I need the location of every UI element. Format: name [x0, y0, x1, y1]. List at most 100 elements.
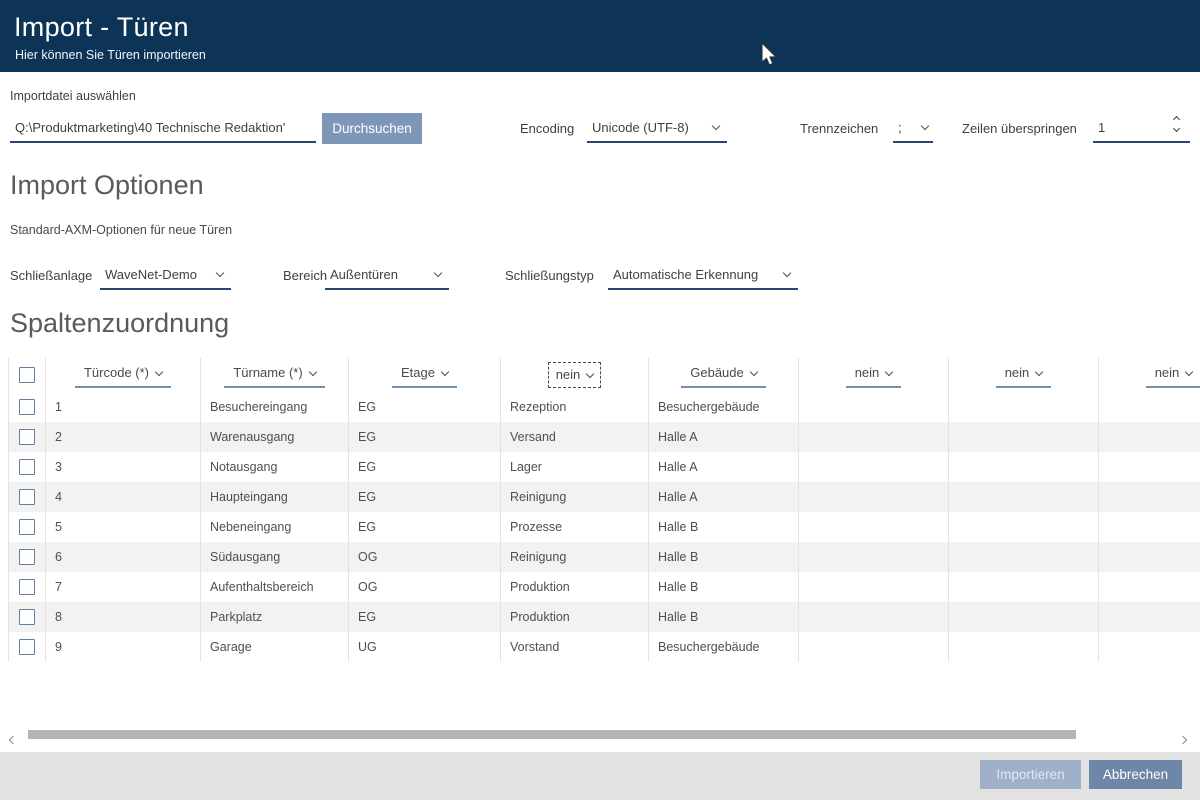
table-cell: 2 — [46, 422, 201, 452]
table-row: 4 Haupteingang EG Reinigung Halle A — [9, 482, 1200, 512]
row-checkbox[interactable] — [19, 399, 35, 415]
skip-lines-value: 1 — [1098, 119, 1106, 135]
encoding-value: Unicode (UTF-8) — [592, 119, 689, 135]
table-cell: 6 — [46, 542, 201, 572]
table-cell — [799, 482, 949, 512]
table-row: 5 Nebeneingang EG Prozesse Halle B — [9, 512, 1200, 542]
table-cell — [799, 512, 949, 542]
table-cell: Besuchereingang — [201, 392, 349, 422]
column-header-dropdown[interactable]: nein — [845, 362, 902, 388]
table-cell — [949, 422, 1099, 452]
table-cell — [1099, 602, 1200, 632]
table-cell — [949, 452, 1099, 482]
table-row: 1 Besuchereingang EG Rezeption Besuchergebäu… — [9, 392, 1200, 422]
spinner-down-icon[interactable] — [1172, 124, 1181, 133]
table-header-cell: nein — [799, 358, 949, 392]
table-cell: Notausgang — [201, 452, 349, 482]
table-cell — [1099, 422, 1200, 452]
import-button[interactable]: Importieren — [980, 760, 1081, 789]
table-cell: OG — [349, 572, 501, 602]
column-header-dropdown[interactable]: nein — [995, 362, 1052, 388]
table-cell: EG — [349, 452, 501, 482]
table-cell — [799, 452, 949, 482]
table-cell: 4 — [46, 482, 201, 512]
column-header-dropdown[interactable]: Gebäude — [681, 362, 766, 388]
table-header-cell: nein — [1099, 358, 1200, 392]
footer-bar: Importieren Abbrechen — [0, 752, 1200, 800]
table-cell — [949, 602, 1099, 632]
table-cell: 7 — [46, 572, 201, 602]
column-header-dropdown[interactable]: nein — [547, 362, 602, 388]
table-cell: Reinigung — [501, 542, 649, 572]
scroll-right-icon[interactable] — [1178, 730, 1190, 745]
table-row: 8 Parkplatz EG Produktion Halle B — [9, 602, 1200, 632]
select-all-checkbox[interactable] — [19, 367, 35, 383]
column-header-label: nein — [555, 367, 581, 382]
table-cell: 1 — [46, 392, 201, 422]
table-cell — [1099, 632, 1200, 662]
table-cell: Versand — [501, 422, 649, 452]
chevron-down-icon — [433, 268, 443, 278]
table-cell — [799, 602, 949, 632]
separator-value: ; — [898, 119, 902, 135]
row-checkbox[interactable] — [19, 459, 35, 475]
area-value: Außentüren — [330, 266, 398, 282]
chevron-down-icon — [782, 268, 792, 278]
table-cell: Produktion — [501, 602, 649, 632]
row-checkbox[interactable] — [19, 639, 35, 655]
table-cell: 8 — [46, 602, 201, 632]
column-header-dropdown[interactable]: Türcode (*) — [74, 362, 172, 388]
cancel-button-label: Abbrechen — [1102, 767, 1169, 782]
spinner-up-icon[interactable] — [1172, 115, 1181, 124]
table-cell: EG — [349, 422, 501, 452]
table-cell: Haupteingang — [201, 482, 349, 512]
skip-lines-input[interactable]: 1 — [1093, 113, 1190, 143]
table-cell: Produktion — [501, 572, 649, 602]
column-header-dropdown[interactable]: Türname (*) — [224, 362, 325, 388]
row-checkbox[interactable] — [19, 609, 35, 625]
lock-type-dropdown[interactable]: Automatische Erkennung — [608, 260, 798, 290]
column-header-label: Etage — [401, 365, 435, 380]
area-dropdown[interactable]: Außentüren — [325, 260, 449, 290]
chevron-down-icon — [215, 268, 225, 278]
row-checkbox[interactable] — [19, 579, 35, 595]
row-checkbox[interactable] — [19, 429, 35, 445]
horizontal-scrollbar[interactable] — [8, 727, 1192, 745]
table-row: 3 Notausgang EG Lager Halle A — [9, 452, 1200, 482]
scrollbar-thumb[interactable] — [28, 730, 1076, 739]
browse-button[interactable]: Durchsuchen — [322, 113, 422, 144]
file-path-input[interactable]: Q:\Produktmarketing\40 Technische Redakt… — [10, 113, 316, 143]
table-header-cell: Gebäude — [649, 358, 799, 392]
row-checkbox[interactable] — [19, 519, 35, 535]
lock-type-value: Automatische Erkennung — [613, 266, 759, 282]
table-cell — [799, 542, 949, 572]
table-header-cell: Etage — [349, 358, 501, 392]
encoding-label: Encoding — [520, 120, 575, 136]
table-cell: Lager — [501, 452, 649, 482]
table-cell: Halle A — [649, 452, 799, 482]
separator-dropdown[interactable]: ; — [893, 113, 933, 143]
import-file-label: Importdatei auswählen — [10, 89, 136, 103]
row-checkbox[interactable] — [19, 549, 35, 565]
chevron-down-icon — [920, 121, 930, 131]
table-cell: Halle B — [649, 572, 799, 602]
cancel-button[interactable]: Abbrechen — [1089, 760, 1182, 789]
column-header-label: Gebäude — [690, 365, 744, 380]
locking-system-dropdown[interactable]: WaveNet-Demo — [100, 260, 231, 290]
table-cell: Südausgang — [201, 542, 349, 572]
column-header-label: Türname (*) — [233, 365, 303, 380]
page-subtitle: Hier können Sie Türen importieren — [15, 48, 206, 62]
table-header-cell: nein — [949, 358, 1099, 392]
row-checkbox[interactable] — [19, 489, 35, 505]
encoding-dropdown[interactable]: Unicode (UTF-8) — [587, 113, 727, 143]
row-checkbox-cell — [9, 452, 46, 482]
table-cell: 5 — [46, 512, 201, 542]
scroll-left-icon[interactable] — [8, 730, 20, 745]
column-header-dropdown[interactable]: Etage — [392, 362, 457, 388]
table-cell: Halle B — [649, 602, 799, 632]
number-spinner[interactable] — [1171, 113, 1185, 143]
column-header-dropdown[interactable]: nein — [1145, 362, 1200, 388]
table-header-cell: Türname (*) — [201, 358, 349, 392]
table-cell — [1099, 452, 1200, 482]
